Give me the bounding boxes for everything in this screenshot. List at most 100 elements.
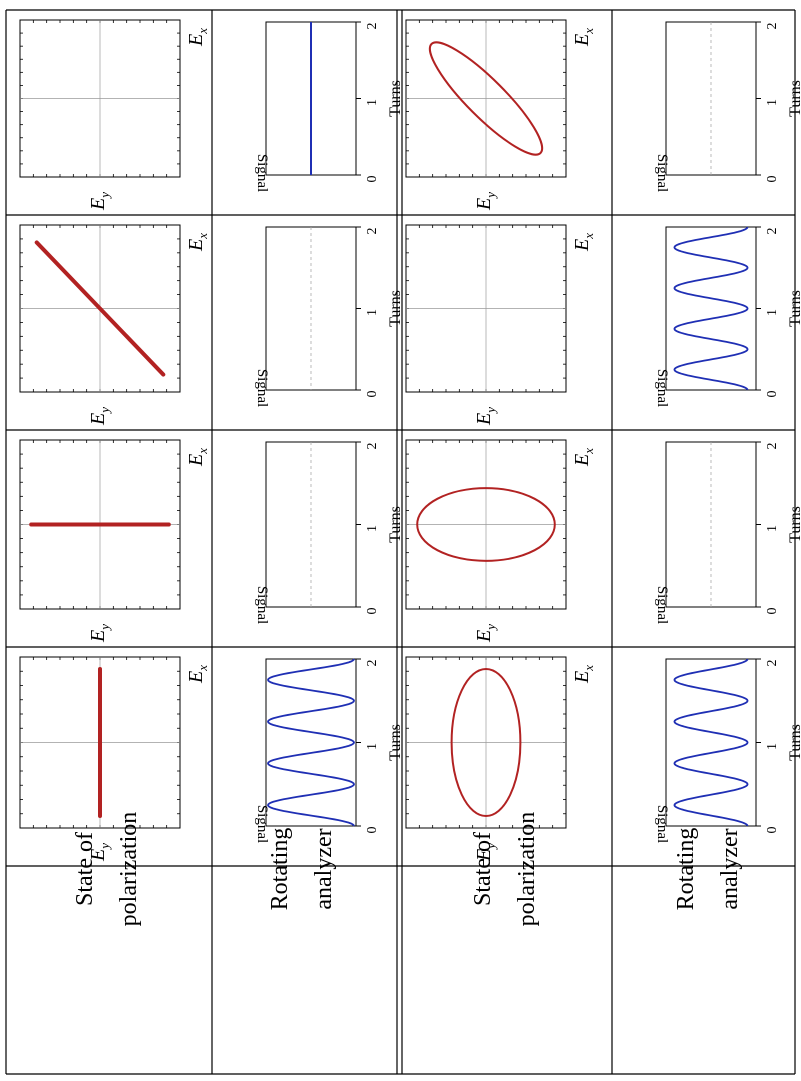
row-label-state-2-line1: State of (470, 832, 496, 906)
analyzer-panel: 0 1 2 Turns Signal (654, 226, 801, 407)
signal-axis-label: Signal (654, 369, 670, 407)
turns-axis-label: Turns (787, 724, 801, 761)
row-label-state-1-line2: polarization (116, 812, 142, 927)
polarization-panel: Ey Ex (405, 439, 596, 643)
ey-axis-subscript: y (97, 407, 112, 415)
turn-tick-label: 2 (765, 228, 780, 235)
turn-tick-label: 2 (765, 443, 780, 450)
signal-curve (267, 658, 355, 827)
panels: EyExEyExEyExEyExEyExEyExEyExEyEx012Turns… (19, 19, 801, 862)
turn-tick-label: 2 (765, 660, 780, 667)
ey-axis-subscript: y (483, 407, 498, 415)
signal-axis-label: Signal (654, 586, 670, 624)
analyzer-panel: 0 1 2 Turns Signal (654, 21, 801, 192)
turn-tick-label: 2 (765, 23, 780, 30)
ey-axis-label: Ey (473, 192, 498, 211)
row-label-analyzer-2-line1: Rotating (673, 828, 699, 911)
analyzer-panel: 0 1 2 Turns Signal (254, 441, 404, 624)
signal-axis-label: Signal (254, 369, 270, 407)
turns-axis-label: Turns (387, 290, 404, 327)
turn-tick-label: 0 (365, 176, 380, 183)
turns-axis-label: Turns (387, 506, 404, 543)
turn-tick-label: 1 (765, 525, 780, 532)
polarization-panel: Ey Ex (19, 19, 210, 211)
ex-axis-label: Ex (185, 233, 210, 252)
polarization-panel: Ey Ex (19, 439, 210, 643)
ex-axis-subscript: x (195, 448, 210, 455)
turn-tick-label: 1 (765, 99, 780, 106)
turn-tick-label: 1 (365, 99, 380, 106)
ey-axis-label: Ey (473, 624, 498, 643)
row-label-state-1-line1: State of (72, 832, 98, 906)
ey-axis-subscript: y (97, 624, 112, 632)
ey-axis-subscript: y (483, 192, 498, 200)
signal-axis-label: Signal (254, 805, 270, 843)
turn-tick-label: 1 (765, 743, 780, 750)
turn-tick-label: 0 (365, 827, 380, 834)
turns-axis-label: Turns (387, 724, 404, 761)
turn-tick-label: 0 (365, 391, 380, 398)
analyzer-panel: 0 1 2 Turns Signal (654, 658, 801, 843)
analyzer-panel: 0 1 2 Turns Signal (254, 21, 404, 192)
polarization-panel: Ey Ex (405, 224, 596, 426)
turn-tick-label: 2 (365, 23, 380, 30)
analyzer-panel: 0 1 2 Turns Signal (254, 658, 404, 843)
ey-axis-subscript: y (97, 192, 112, 200)
polarization-trace (428, 41, 544, 156)
ex-axis-subscript: x (581, 665, 596, 672)
turns-axis-label: Turns (787, 80, 801, 117)
polarization-trace (416, 487, 556, 562)
ex-axis-label: Ex (185, 665, 210, 684)
turn-tick-label: 2 (365, 228, 380, 235)
polarization-trace (34, 240, 166, 377)
ey-axis-subscript: y (483, 624, 498, 632)
ex-axis-label: Ex (571, 448, 596, 467)
turn-tick-label: 0 (765, 176, 780, 183)
signal-curve (673, 658, 749, 827)
turn-tick-label: 1 (365, 525, 380, 532)
turns-axis-label: Turns (387, 80, 404, 117)
ex-axis-subscript: x (581, 28, 596, 35)
table-grid (5, 9, 796, 1075)
analyzer-panel: 0 1 2 Turns Signal (254, 226, 404, 407)
turn-tick-label: 0 (765, 608, 780, 615)
ex-axis-label: Ex (185, 28, 210, 47)
turn-tick-label: 0 (365, 608, 380, 615)
row-label-state-2-line2: polarization (514, 812, 540, 927)
signal-axis-label: Signal (654, 805, 670, 843)
turn-tick-label: 1 (365, 743, 380, 750)
ey-axis-label: Ey (87, 192, 112, 211)
turn-tick-label: 0 (765, 827, 780, 834)
signal-curve (673, 226, 749, 391)
ex-axis-subscript: x (195, 28, 210, 35)
polarization-trace (450, 667, 522, 818)
signal-axis-label: Signal (654, 154, 670, 192)
polarization-panel: Ey Ex (19, 224, 210, 426)
ex-axis-subscript: x (581, 233, 596, 240)
row-label-analyzer-2-line2: analyzer (717, 828, 743, 909)
ey-axis-label: Ey (473, 407, 498, 426)
ex-axis-subscript: x (195, 233, 210, 240)
ey-axis-subscript: y (483, 843, 498, 851)
plot-frame (665, 21, 757, 176)
ey-axis-subscript: y (97, 843, 112, 851)
ex-axis-subscript: x (581, 448, 596, 455)
ex-axis-label: Ex (571, 233, 596, 252)
ex-axis-subscript: x (195, 665, 210, 672)
row-label-analyzer-1-line2: analyzer (311, 828, 337, 909)
turn-tick-label: 1 (365, 309, 380, 316)
signal-axis-label: Signal (254, 154, 270, 192)
turns-axis-label: Turns (787, 506, 801, 543)
ey-axis-label: Ey (87, 624, 112, 643)
turns-axis-label: Turns (787, 290, 801, 327)
analyzer-panel: 0 1 2 Turns Signal (654, 441, 801, 624)
ey-axis-label: Ey (87, 407, 112, 426)
row-label-analyzer-1-line1: Rotating (267, 828, 293, 911)
turn-tick-label: 2 (365, 443, 380, 450)
ex-axis-label: Ex (185, 448, 210, 467)
turn-tick-label: 1 (765, 309, 780, 316)
ex-axis-label: Ex (571, 28, 596, 47)
